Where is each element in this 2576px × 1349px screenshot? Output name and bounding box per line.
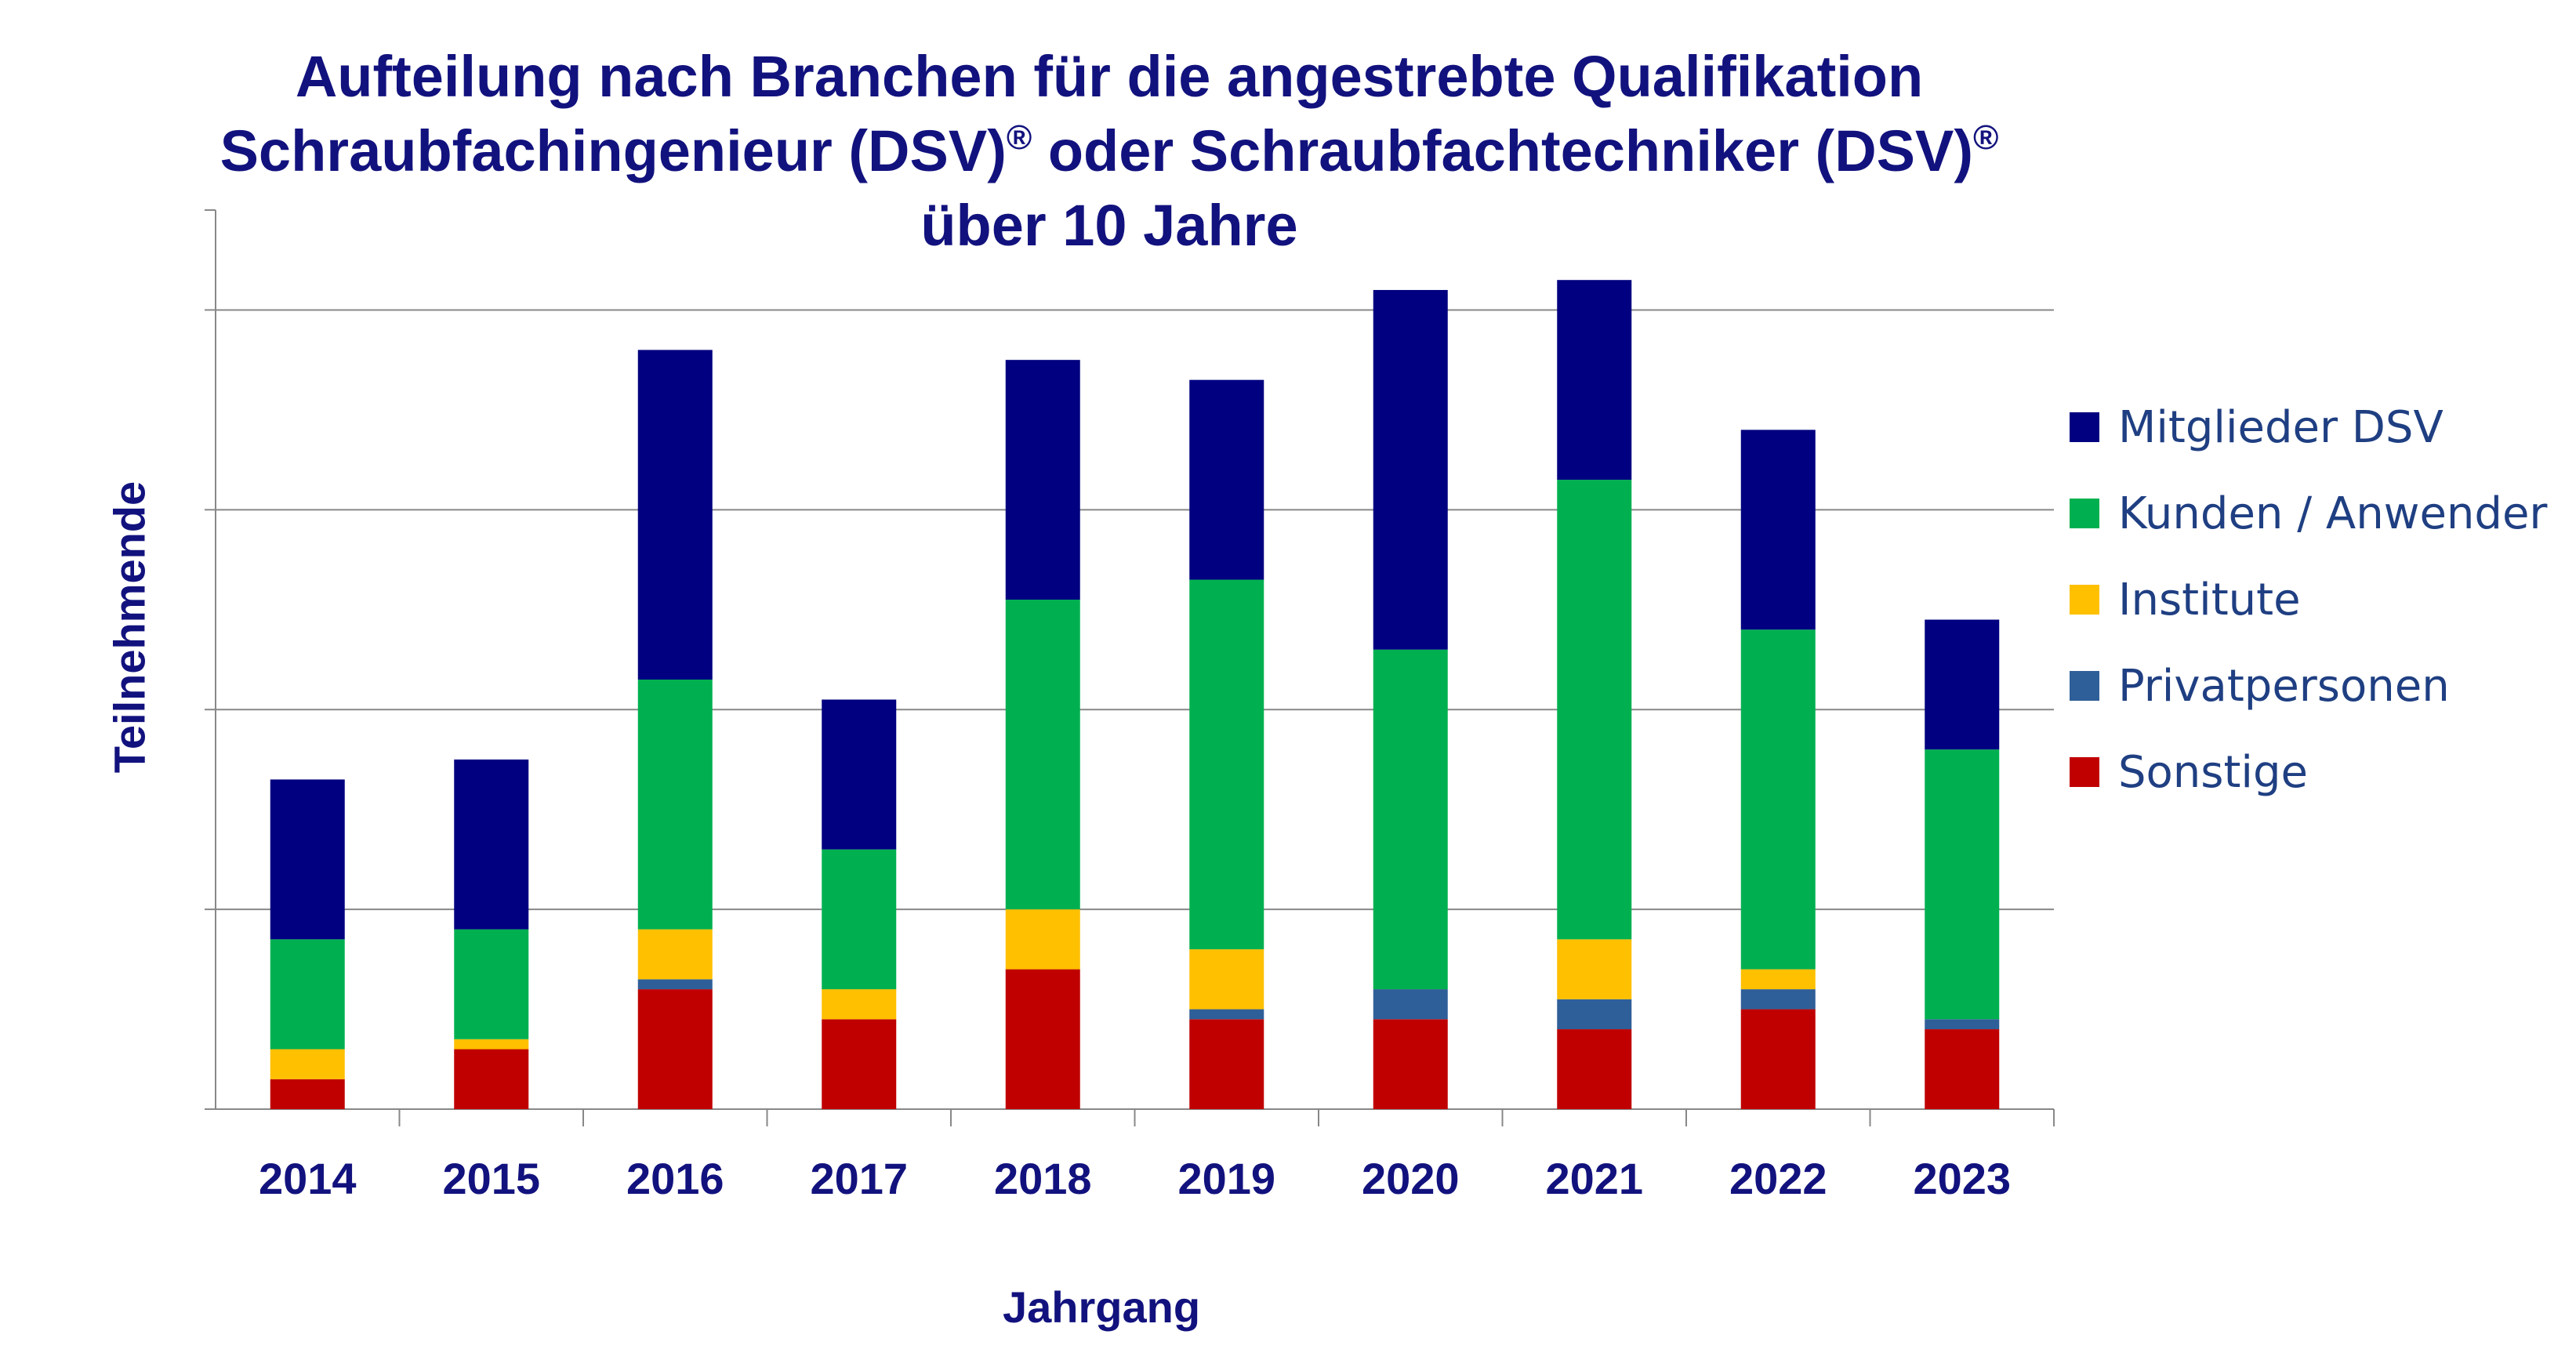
legend-label: Mitglieder DSV [2118,401,2444,453]
legend-item-sonstige: Sonstige [2070,729,2547,815]
bar-segment-institute [1189,949,1264,1010]
bar-segment-kunden-anwender [454,929,529,1039]
bar-segment-sonstige [1189,1019,1264,1109]
bar-segment-kunden-anwender [1740,629,1816,970]
bar-segment-privatpersonen [1189,1009,1264,1020]
x-tick-label: 2017 [810,1154,908,1203]
bar-segment-kunden-anwender [1189,579,1264,950]
bar-segment-institute [454,1039,529,1050]
bar-segment-privatpersonen [1557,999,1632,1030]
bar-segment-privatpersonen [1373,989,1448,1020]
legend: Mitglieder DSV Kunden / Anwender Institu… [2070,384,2547,815]
bar-segment-kunden-anwender [1373,649,1448,990]
bar-segment-sonstige [1925,1029,2000,1109]
x-tick-label: 2022 [1729,1154,1827,1203]
bar-segment-privatpersonen [637,979,713,990]
x-tick-label: 2019 [1177,1154,1275,1203]
bar-segment-institute [1740,969,1816,990]
legend-label: Kunden / Anwender [2118,488,2548,539]
bar-segment-institute [822,989,897,1020]
legend-swatch [2070,585,2099,615]
bar-segment-kunden-anwender [1557,480,1632,940]
y-axis-label: Teilnehmende [104,480,154,774]
bar-segment-privatpersonen [1740,989,1816,1010]
bar-segment-sonstige [270,1079,345,1109]
legend-label: Privatpersonen [2118,660,2450,712]
bar-segment-sonstige [454,1049,529,1109]
legend-item-kunden: Kunden / Anwender [2070,470,2547,557]
chart-title-line-2: Schraubfachingenieur (DSV)® oder Schraub… [0,114,2219,188]
bar-segment-mitglieder-dsv [637,350,713,680]
legend-label: Sonstige [2118,746,2308,798]
x-tick-label: 2015 [442,1154,540,1203]
legend-label: Institute [2118,574,2301,626]
bar-segment-mitglieder-dsv [1740,430,1816,630]
bar-segment-institute [1005,909,1080,970]
bar-segment-sonstige [1005,969,1080,1109]
legend-item-privatpersonen: Privatpersonen [2070,643,2547,729]
bar-segment-kunden-anwender [270,939,345,1050]
x-tick-label: 2016 [626,1154,724,1203]
bar-segment-sonstige [1373,1019,1448,1109]
x-tick-label: 2021 [1545,1154,1643,1203]
bar-segment-mitglieder-dsv [1005,360,1080,600]
bar-segment-mitglieder-dsv [454,759,529,930]
legend-swatch [2070,757,2099,787]
bar-segment-kunden-anwender [1925,749,2000,1020]
bar-segment-mitglieder-dsv [270,779,345,940]
legend-swatch [2070,671,2099,701]
bar-segment-sonstige [822,1019,897,1109]
bar-segment-privatpersonen [1925,1019,2000,1030]
bar-segment-kunden-anwender [1005,600,1080,910]
bar-segment-kunden-anwender [822,849,897,990]
bar-segment-mitglieder-dsv [1373,289,1448,650]
x-tick-label: 2020 [1362,1154,1460,1203]
bar-segment-sonstige [1740,1009,1816,1109]
title-part-techniker: oder Schraubfachtechniker (DSV) [1032,118,1973,183]
legend-item-institute: Institute [2070,557,2547,643]
x-axis-label: Jahrgang [1002,1282,1201,1332]
bar-segment-kunden-anwender [637,679,713,930]
bar-segment-sonstige [637,989,713,1109]
legend-swatch [2070,499,2099,528]
bar-segment-mitglieder-dsv [1557,280,1632,480]
bar-segment-sonstige [1557,1029,1632,1109]
chart-title-line-1: Aufteilung nach Branchen für die angestr… [295,44,1924,109]
x-tick-label: 2023 [1913,1154,2011,1203]
x-tick-label: 2018 [994,1154,1092,1203]
bar-segment-mitglieder-dsv [822,699,897,850]
x-tick-label: 2014 [259,1154,357,1203]
legend-item-mitglieder: Mitglieder DSV [2070,384,2547,470]
bar-segment-institute [637,929,713,980]
chart-title-line-3: über 10 Jahre [920,193,1298,258]
bar-segment-institute [1557,939,1632,999]
bar-segment-institute [270,1049,345,1079]
bar-segment-mitglieder-dsv [1189,379,1264,580]
registered-mark: ® [1973,118,1999,157]
registered-mark: ® [1006,118,1032,157]
legend-swatch [2070,412,2099,442]
chart-title: Aufteilung nach Branchen für die angestr… [0,39,2219,263]
title-part-ingenieur: Schraubfachingenieur (DSV) [220,118,1007,183]
bar-segment-mitglieder-dsv [1925,619,2000,750]
